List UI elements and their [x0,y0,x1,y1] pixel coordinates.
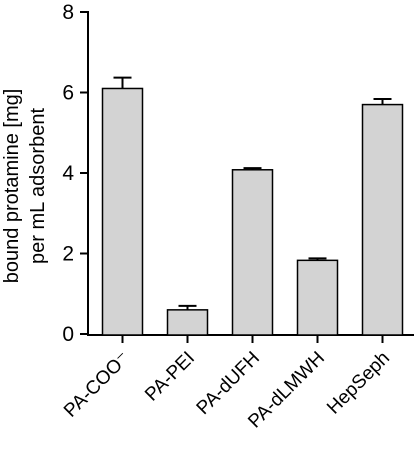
bar [101,87,144,336]
x-tick-label: PA-COO⁻ [60,348,134,422]
y-axis-label-line1: bound protamine [mg] [1,89,23,284]
bar [296,259,339,336]
y-tick-label: 8 [62,1,74,24]
y-axis-label-line2: per mL adsorbent [27,108,49,264]
bar [231,169,274,336]
x-tick-label: PA-PEI [141,348,199,406]
y-tick-label: 2 [62,243,74,266]
x-tick-label: HepSeph [323,348,394,419]
bar [361,103,404,336]
y-tick-label: 6 [62,82,74,105]
y-tick-label: 0 [62,323,74,346]
y-tick-label: 4 [62,162,74,185]
bar [166,309,209,336]
